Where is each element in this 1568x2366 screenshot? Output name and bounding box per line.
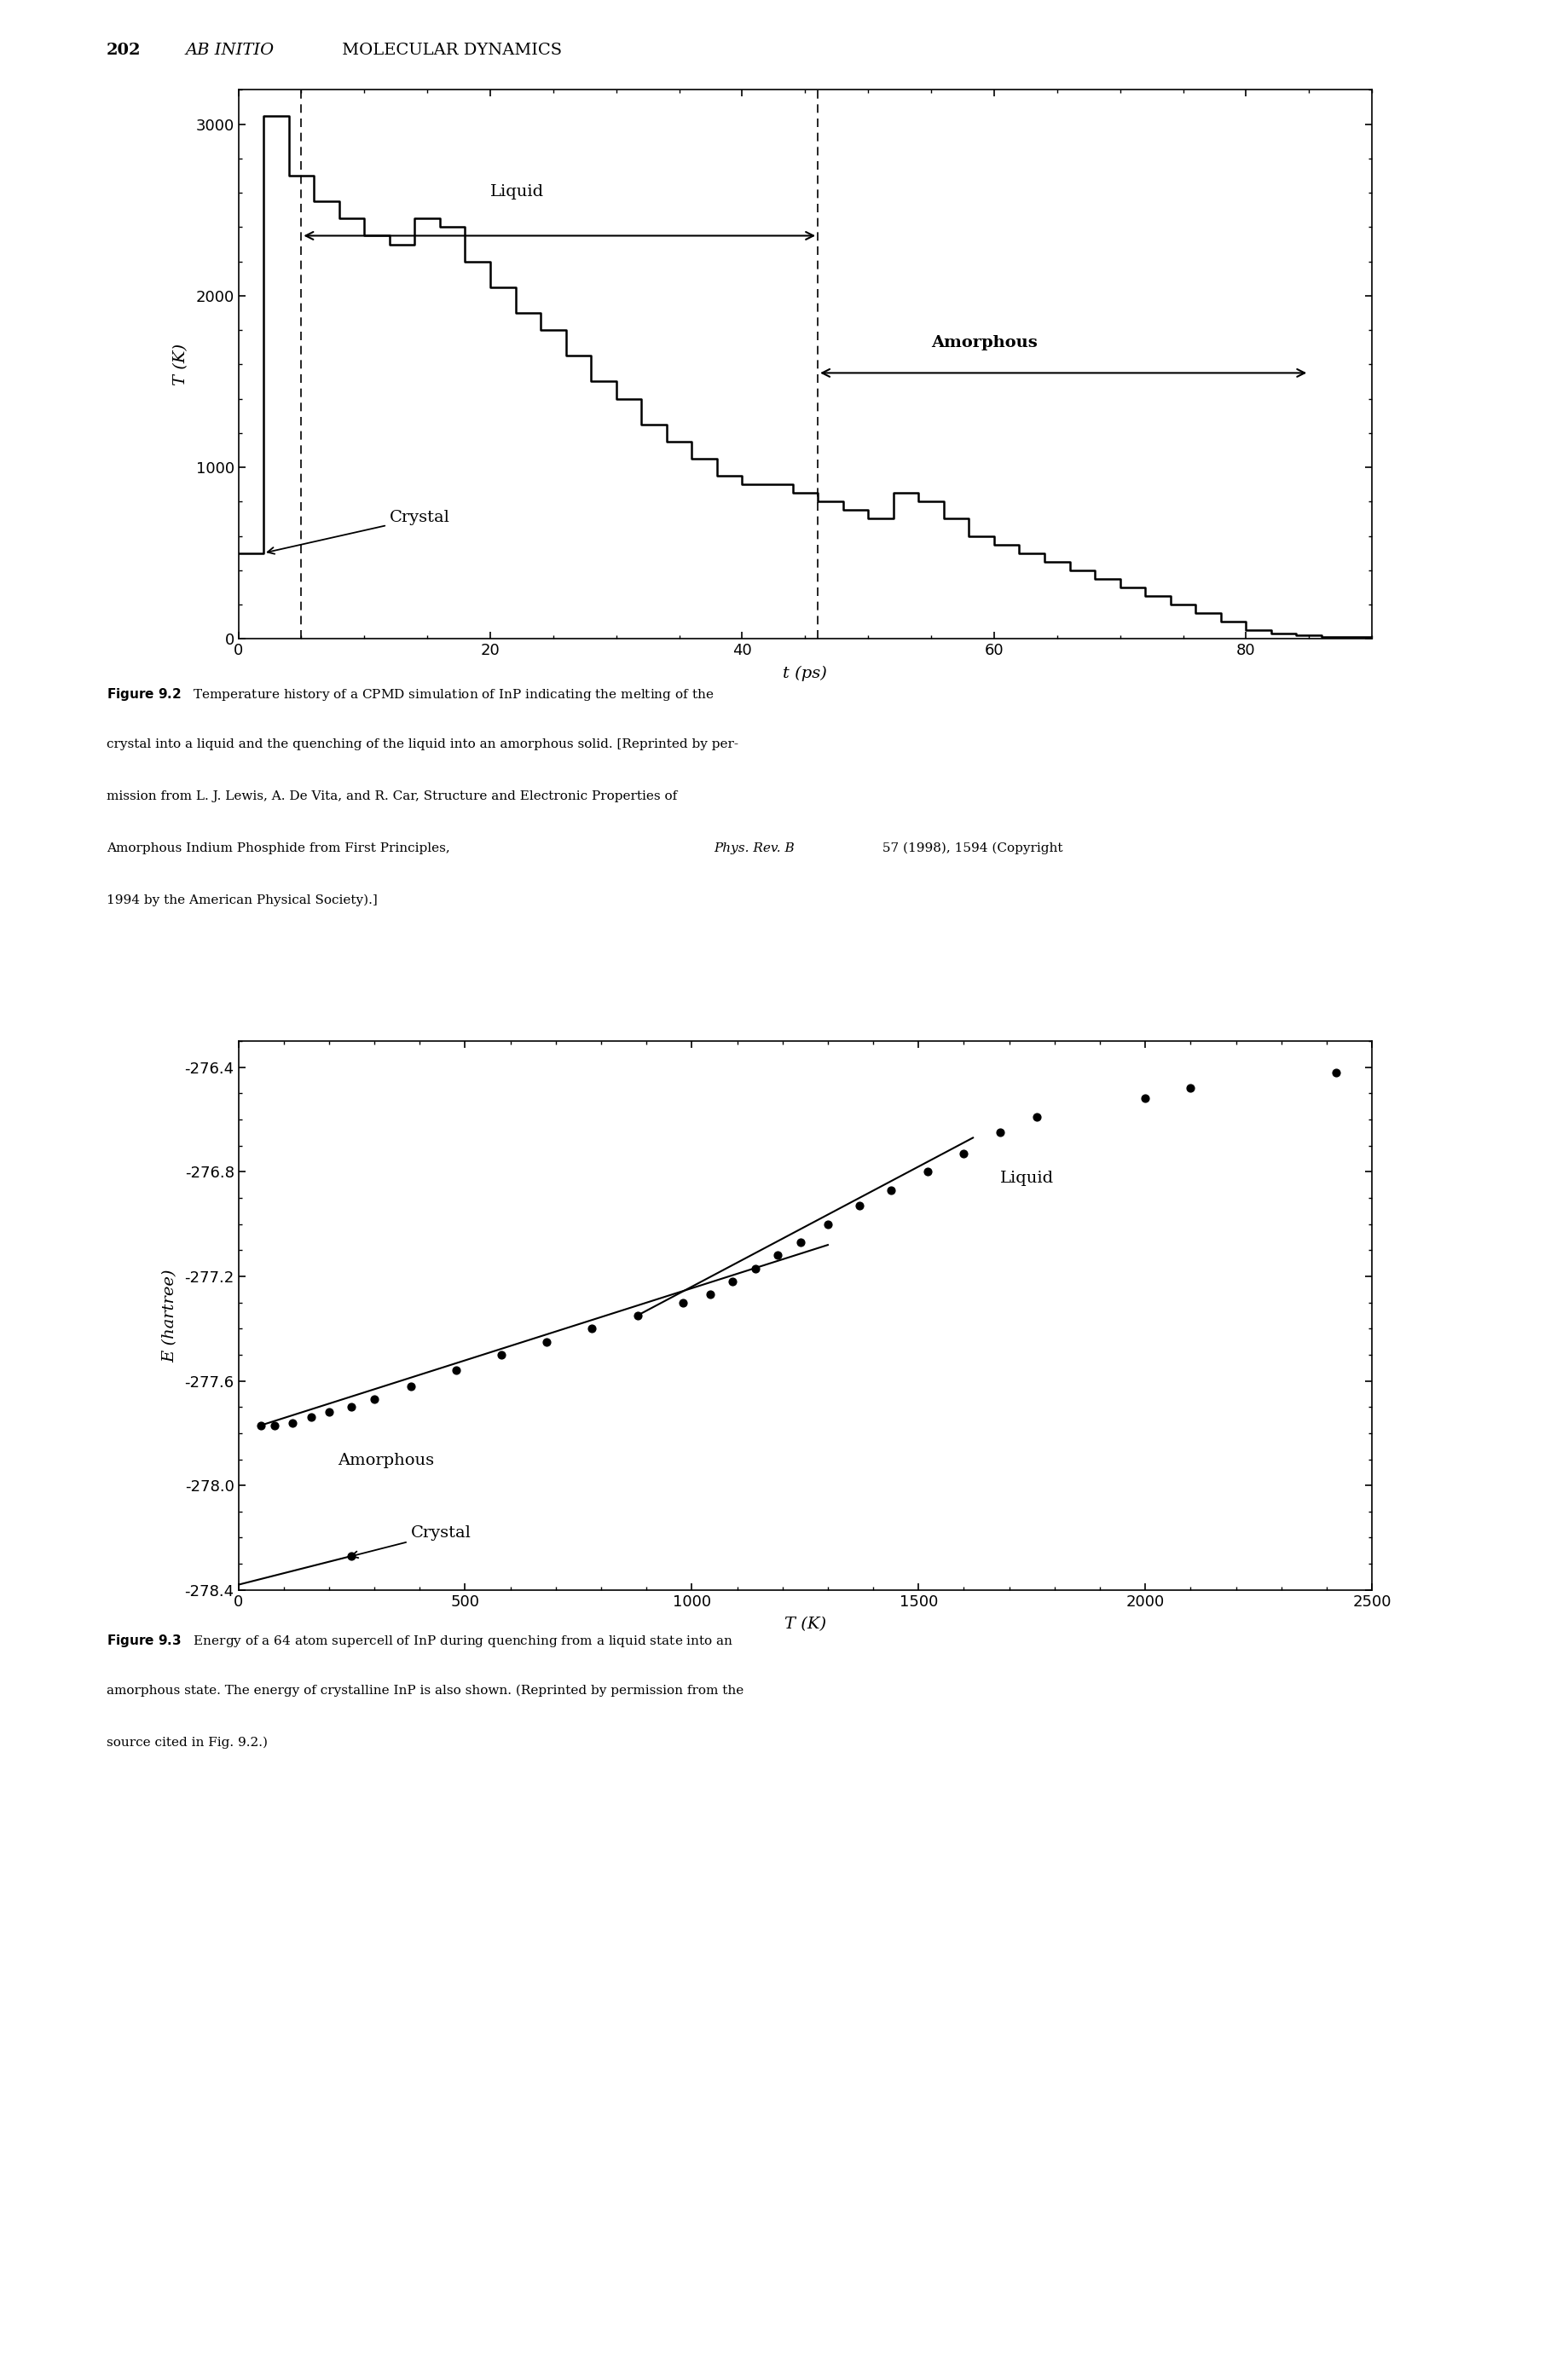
Point: [670, 1282, 695, 1320]
Point: [765, 1237, 790, 1275]
Point: [262, 1405, 287, 1443]
Point: [698, 1275, 723, 1313]
Point: [362, 1379, 387, 1417]
Point: [624, 1297, 649, 1334]
Point: [248, 1405, 273, 1443]
Point: [339, 1538, 364, 1576]
Text: $\mathbf{Figure\ 9.3}$   Energy of a 64 atom supercell of InP during quenching f: $\mathbf{Figure\ 9.3}$ Energy of a 64 at…: [107, 1633, 734, 1649]
Point: [988, 1114, 1013, 1152]
Point: [952, 1136, 977, 1174]
Point: [847, 1188, 872, 1226]
Point: [1178, 1069, 1203, 1107]
Point: [489, 1337, 514, 1375]
Text: Liquid: Liquid: [1000, 1171, 1054, 1185]
Y-axis label: T (K): T (K): [172, 343, 188, 386]
Text: Amorphous: Amorphous: [339, 1453, 434, 1467]
Point: [317, 1394, 342, 1431]
Point: [1323, 1053, 1348, 1091]
Point: [580, 1311, 605, 1349]
Point: [720, 1263, 745, 1301]
X-axis label: T (K): T (K): [784, 1616, 826, 1633]
Text: source cited in Fig. 9.2.): source cited in Fig. 9.2.): [107, 1737, 268, 1748]
Point: [1024, 1098, 1049, 1136]
Text: Amorphous: Amorphous: [931, 336, 1038, 350]
Text: 57 (1998), 1594 (Copyright: 57 (1998), 1594 (Copyright: [878, 842, 1063, 854]
Text: Amorphous Indium Phosphide from First Principles,: Amorphous Indium Phosphide from First Pr…: [107, 842, 455, 854]
Text: Liquid: Liquid: [491, 185, 544, 199]
Text: amorphous state. The energy of crystalline InP is also shown. (Reprinted by perm: amorphous state. The energy of crystalli…: [107, 1685, 743, 1696]
Point: [878, 1171, 903, 1209]
Point: [339, 1389, 364, 1427]
Point: [743, 1249, 768, 1287]
Text: Crystal: Crystal: [268, 511, 450, 554]
Point: [815, 1204, 840, 1242]
Text: $\mathbf{Figure\ 9.2}$   Temperature history of a CPMD simulation of InP indicat: $\mathbf{Figure\ 9.2}$ Temperature histo…: [107, 686, 713, 703]
Text: MOLECULAR DYNAMICS: MOLECULAR DYNAMICS: [337, 43, 563, 57]
Point: [916, 1152, 941, 1190]
Point: [281, 1403, 306, 1441]
Text: mission from L. J. Lewis, A. De Vita, and R. Car, Structure and Electronic Prope: mission from L. J. Lewis, A. De Vita, an…: [107, 790, 677, 802]
Text: crystal into a liquid and the quenching of the liquid into an amorphous solid. [: crystal into a liquid and the quenching …: [107, 738, 739, 750]
Text: 202: 202: [107, 43, 141, 57]
Point: [789, 1223, 814, 1261]
Text: 1994 by the American Physical Society).]: 1994 by the American Physical Society).]: [107, 894, 378, 906]
Point: [535, 1323, 560, 1360]
Text: Crystal: Crystal: [351, 1526, 470, 1557]
Text: AB INITIO: AB INITIO: [185, 43, 274, 57]
Point: [444, 1351, 469, 1389]
Text: Phys. Rev. B: Phys. Rev. B: [713, 842, 795, 854]
Y-axis label: E (hartree): E (hartree): [162, 1268, 177, 1363]
X-axis label: t (ps): t (ps): [782, 665, 828, 681]
Point: [298, 1398, 323, 1436]
Point: [1132, 1079, 1157, 1117]
Point: [398, 1368, 423, 1405]
